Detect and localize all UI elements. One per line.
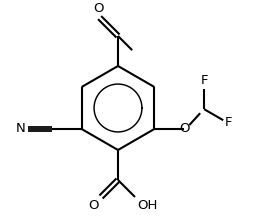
Text: F: F (200, 74, 208, 87)
Text: F: F (225, 116, 233, 129)
Text: O: O (179, 122, 190, 135)
Text: O: O (93, 2, 104, 15)
Text: N: N (16, 122, 26, 135)
Text: O: O (88, 199, 99, 212)
Text: OH: OH (137, 199, 157, 212)
